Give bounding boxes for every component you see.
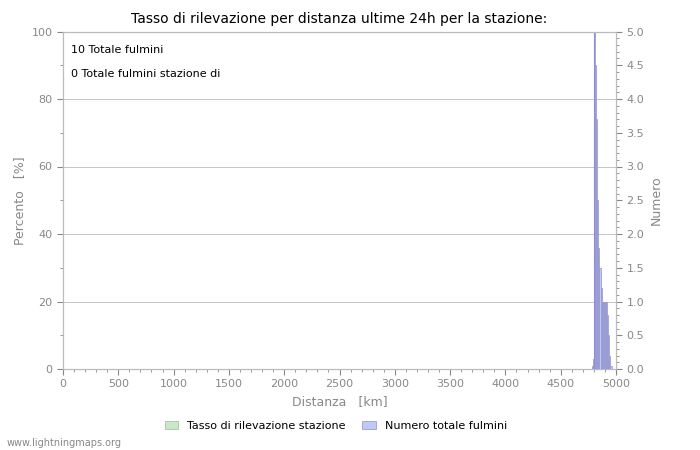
Bar	[601, 302, 603, 369]
Bar	[605, 302, 606, 369]
Title: Tasso di rilevazione per distanza ultime 24h per la stazione:: Tasso di rilevazione per distanza ultime…	[132, 12, 547, 26]
Bar	[592, 365, 593, 369]
Text: 0 Totale fulmini stazione di: 0 Totale fulmini stazione di	[71, 68, 220, 79]
Y-axis label: Numero: Numero	[650, 176, 663, 225]
Bar	[604, 302, 605, 369]
Bar	[608, 335, 610, 369]
Bar	[599, 268, 601, 369]
Bar	[598, 248, 599, 369]
Bar	[594, 32, 595, 369]
Bar	[607, 315, 608, 369]
Legend: Tasso di rilevazione stazione, Numero totale fulmini: Tasso di rilevazione stazione, Numero to…	[160, 417, 512, 436]
Bar	[606, 302, 607, 369]
Bar	[595, 65, 596, 369]
Bar	[597, 200, 598, 369]
Bar	[603, 302, 604, 369]
X-axis label: Distanza   [km]: Distanza [km]	[292, 395, 387, 408]
Y-axis label: Percento   [%]: Percento [%]	[13, 156, 26, 244]
Bar	[610, 365, 612, 369]
Bar	[596, 119, 597, 369]
Text: 10 Totale fulmini: 10 Totale fulmini	[71, 45, 164, 55]
Text: www.lightningmaps.org: www.lightningmaps.org	[7, 438, 122, 448]
Bar	[593, 359, 594, 369]
